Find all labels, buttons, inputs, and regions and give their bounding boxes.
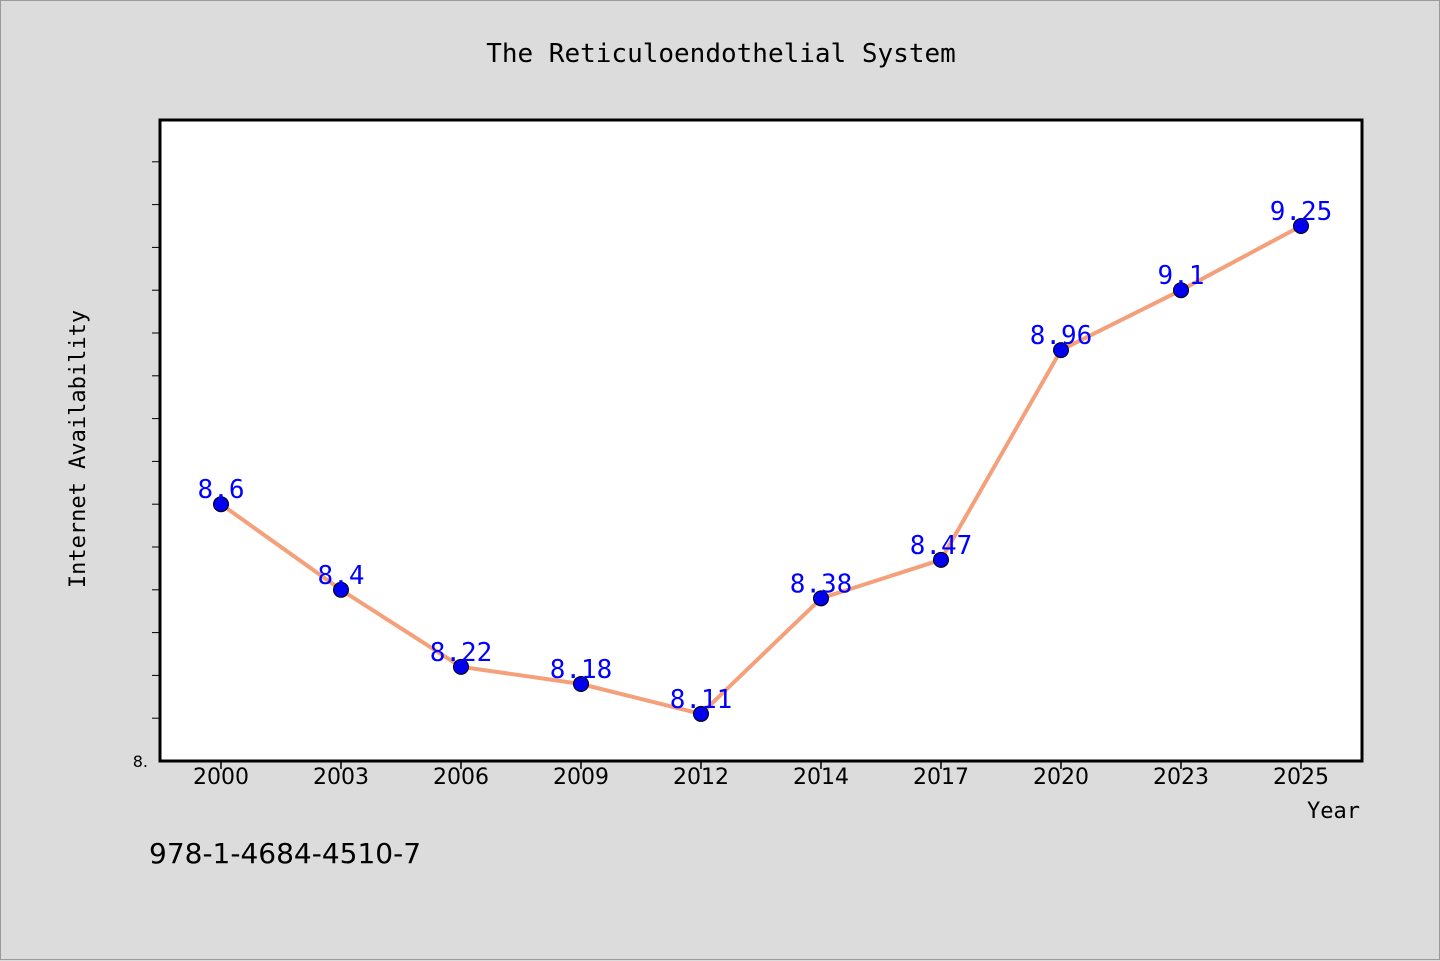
chart-title: The Reticuloendothelial System (486, 39, 956, 69)
plot-area (158, 118, 1364, 763)
x-axis-label: Year (1307, 799, 1360, 824)
x-tick-label: 2025 (1273, 765, 1329, 790)
data-point (1293, 218, 1309, 234)
data-label: 8.96 (1030, 321, 1093, 351)
x-tick-label: 2000 (193, 765, 249, 790)
x-tick-label: 2012 (673, 765, 729, 790)
data-point (573, 675, 589, 692)
series-points (213, 218, 1309, 722)
y-axis-label: Internet Availability (66, 310, 91, 588)
data-label: 8.4 (318, 561, 365, 591)
data-label: 8.22 (430, 638, 493, 668)
y-axis-ticks (152, 161, 160, 719)
data-point (933, 551, 949, 568)
x-tick-label: 2003 (313, 765, 369, 790)
data-point (333, 581, 349, 598)
series-line (219, 224, 1303, 716)
y-tick-label: 8. (133, 752, 148, 771)
x-tick-label: 2014 (793, 765, 849, 790)
data-label: 8.38 (790, 569, 853, 599)
x-tick-label: 2020 (1033, 765, 1089, 790)
data-labels: 8.6 8.4 8.22 8.18 8.11 8.38 8.47 8.96 9.1 9.25 (198, 197, 1333, 715)
data-point (1173, 282, 1189, 299)
data-label: 9.1 (1158, 261, 1205, 291)
data-point (213, 496, 229, 513)
data-label: 8.11 (670, 685, 733, 715)
data-label: 9.25 (1270, 197, 1333, 227)
x-tick-label: 2017 (913, 765, 969, 790)
data-label: 8.6 (198, 475, 245, 505)
isbn-label: 978-1-4684-4510-7 (149, 837, 421, 870)
data-label: 8.47 (910, 531, 973, 561)
data-point (813, 590, 829, 607)
data-point (1053, 342, 1069, 359)
data-label: 8.18 (550, 655, 613, 685)
data-point (453, 658, 469, 675)
x-axis-ticks: 2000 2003 2006 2009 2012 2014 2017 2020 2023 2025 (193, 761, 1329, 790)
x-tick-label: 2023 (1153, 765, 1209, 790)
data-point (693, 705, 709, 722)
x-tick-label: 2006 (433, 765, 489, 790)
x-tick-label: 2009 (553, 765, 609, 790)
series-line-group (219, 224, 1303, 716)
